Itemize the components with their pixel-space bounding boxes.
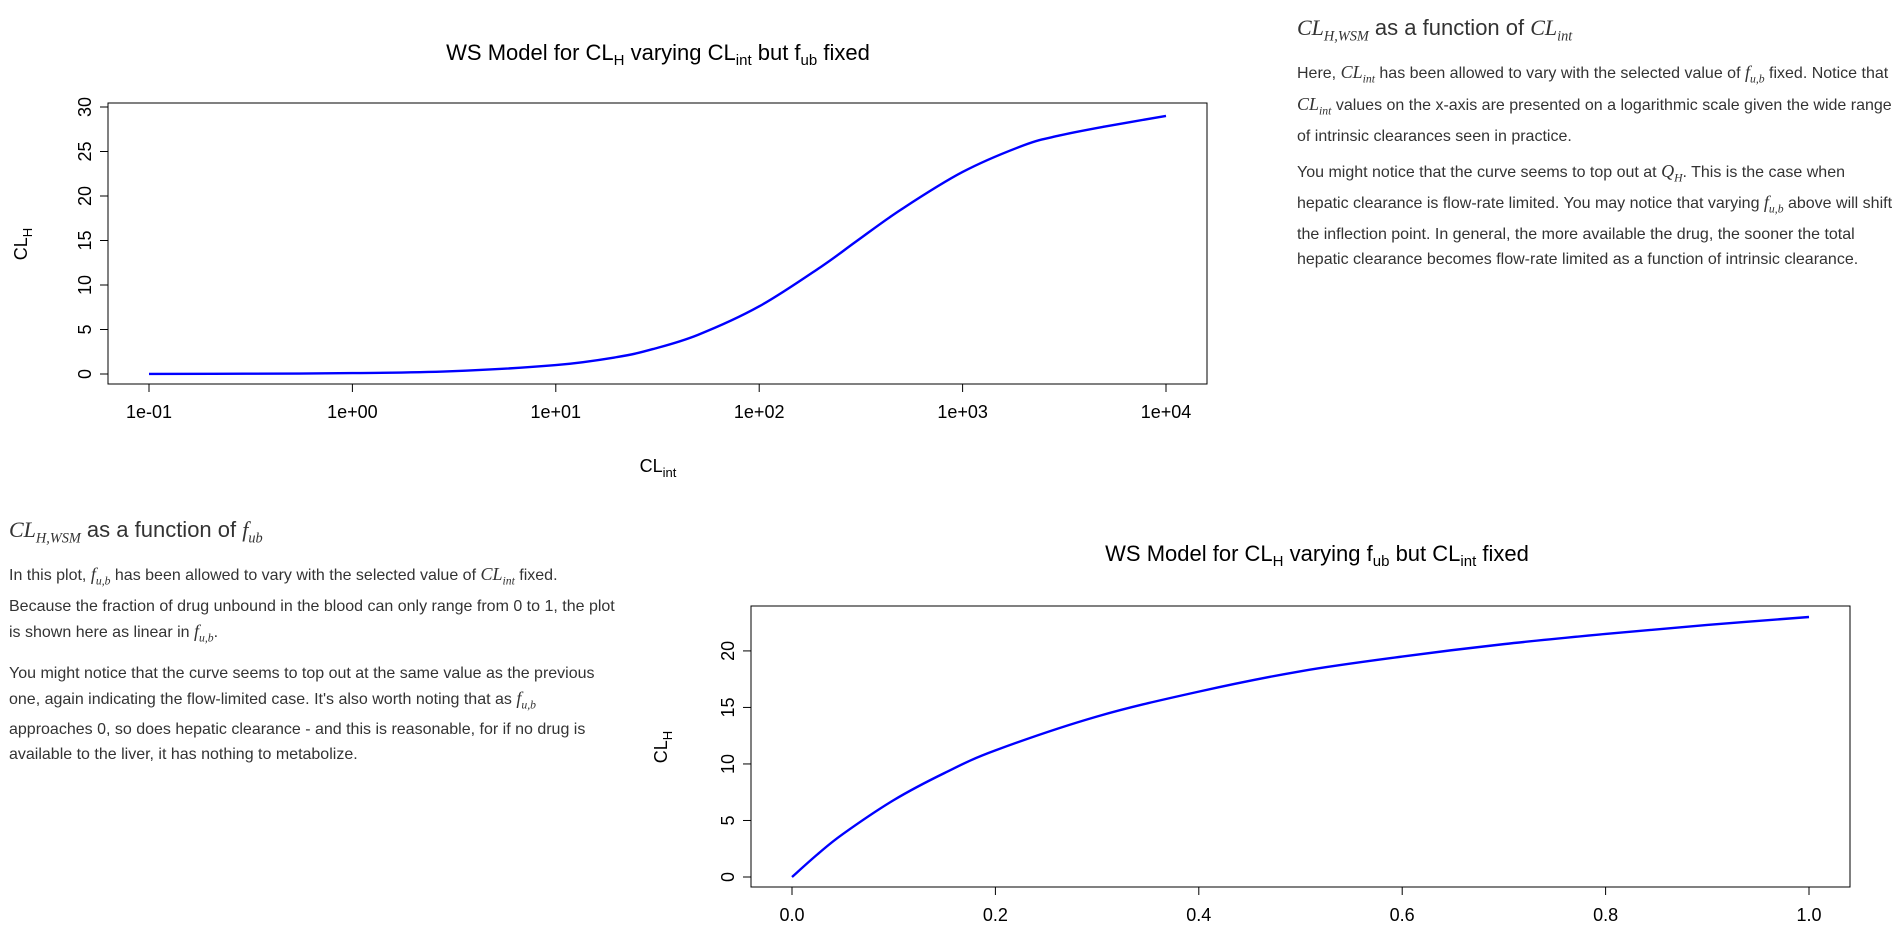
chart-title: WS Model for CLH varying fub but CLint f…	[1105, 541, 1529, 570]
y-axis: 0 5 10 15 20 25 30	[75, 97, 109, 379]
y-axis: 0 5 10 15 20	[718, 641, 752, 882]
section-heading: CLH,WSM as a function of fub	[9, 517, 263, 547]
x-tick-label: 0.4	[1186, 905, 1211, 925]
y-tick-label: 5	[75, 324, 95, 334]
x-tick-label: 0.8	[1593, 905, 1618, 925]
plot-frame	[750, 605, 1851, 888]
x-axis: 0.0 0.2 0.4 0.6 0.8 1.0	[779, 886, 1822, 925]
paragraph: You might notice that the curve seems to…	[9, 664, 595, 764]
fub-plot: WS Model for CLH varying fub but CLint f…	[651, 541, 1851, 925]
x-tick-label: 1e-01	[126, 402, 172, 422]
y-tick-label: 0	[718, 872, 738, 882]
x-tick-label: 1e+01	[531, 402, 582, 422]
y-tick-label: 0	[75, 369, 95, 379]
x-tick-label: 0.2	[983, 905, 1008, 925]
x-tick-label: 1.0	[1796, 905, 1821, 925]
x-tick-label: 0.6	[1390, 905, 1415, 925]
x-tick-label: 1e+03	[937, 402, 988, 422]
y-tick-label: 20	[718, 641, 738, 661]
chart-title: WS Model for CLH varying CLint but fub f…	[446, 40, 870, 69]
x-tick-label: 1e+04	[1141, 402, 1192, 422]
paragraph: You might notice that the curve seems to…	[1297, 160, 1893, 268]
series-line	[148, 114, 1167, 376]
clint-explanation: CLH,WSM as a function of CLint Here, CLi…	[1297, 14, 1897, 282]
x-tick-label: 1e+02	[734, 402, 785, 422]
section-heading: CLH,WSM as a function of CLint	[1297, 15, 1573, 45]
y-tick-label: 15	[75, 230, 95, 250]
y-axis-label: CLH	[11, 228, 35, 260]
x-tick-label: 1e+00	[327, 402, 378, 422]
y-axis-label: CLH	[651, 731, 675, 763]
x-tick-label: 0.0	[779, 905, 804, 925]
y-tick-label: 15	[718, 697, 738, 717]
y-tick-label: 10	[718, 754, 738, 774]
y-tick-label: 10	[75, 275, 95, 295]
y-tick-label: 5	[718, 815, 738, 825]
y-tick-label: 25	[75, 141, 95, 161]
paragraph: In this plot, fu,b has been allowed to v…	[9, 564, 615, 645]
series-line	[791, 615, 1810, 878]
x-axis-label: CLint	[640, 456, 677, 480]
x-axis: 1e-01 1e+00 1e+01 1e+02 1e+03 1e+04	[126, 383, 1192, 422]
plot-frame	[107, 102, 1208, 385]
paragraph: Here, CLint has been allowed to vary wit…	[1297, 62, 1892, 145]
clint-plot: WS Model for CLH varying CLint but fub f…	[11, 40, 1208, 480]
fub-explanation: CLH,WSM as a function of fub In this plo…	[9, 516, 617, 777]
y-tick-label: 20	[75, 186, 95, 206]
y-tick-label: 30	[75, 97, 95, 117]
